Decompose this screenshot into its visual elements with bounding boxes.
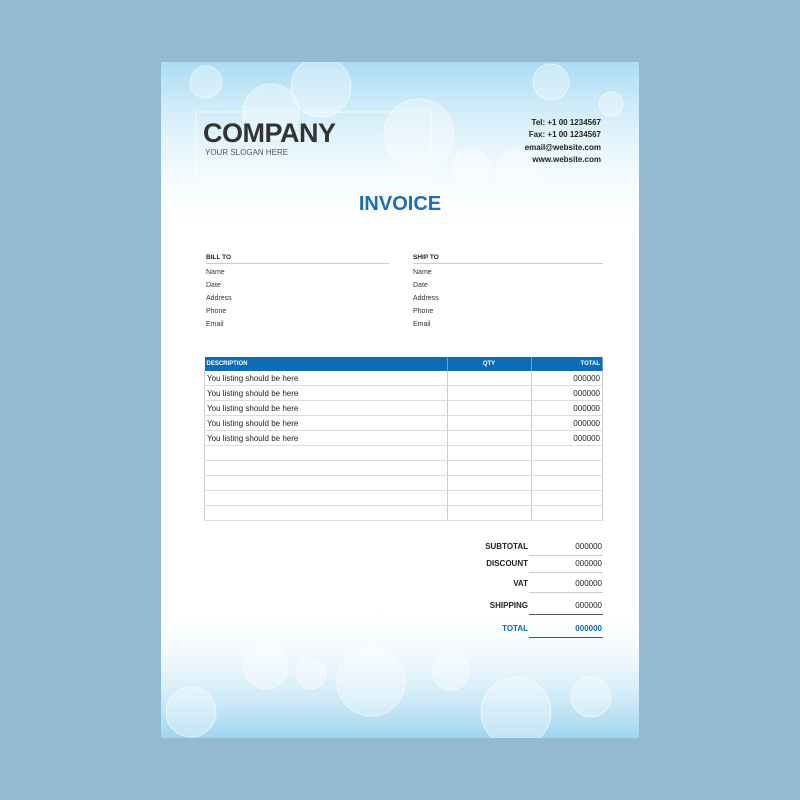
- cell-description: You listing should be here: [204, 415, 448, 431]
- divider: [529, 614, 603, 615]
- totals-value: 000000: [575, 542, 602, 551]
- bokeh-background: [161, 62, 639, 738]
- cell-qty: [447, 490, 532, 506]
- table-row: [204, 475, 603, 491]
- divider: [529, 637, 603, 638]
- cell-qty: [447, 385, 532, 401]
- cell-total: 000000: [531, 385, 603, 401]
- cell-qty: [447, 445, 532, 461]
- cell-description: You listing should be here: [204, 430, 448, 446]
- cell-description: [204, 475, 448, 491]
- table-row: You listing should be here 000000: [204, 415, 603, 431]
- table-row: You listing should be here 000000: [204, 371, 603, 386]
- ship-to-section: SHIP TO Name Date Address Phone Email: [413, 254, 603, 328]
- invoice-title: INVOICE: [358, 193, 442, 215]
- bill-to-name: Name: [206, 269, 225, 276]
- bill-to-email: Email: [206, 321, 224, 328]
- cell-total: 000000: [531, 400, 603, 416]
- ship-to-address: Address: [413, 295, 439, 302]
- divider: [529, 572, 603, 573]
- totals-value: 000000: [575, 601, 602, 610]
- bill-to-date: Date: [206, 282, 221, 289]
- cell-total: [531, 505, 603, 521]
- cell-description: [204, 505, 448, 521]
- totals-label: TOTAL: [502, 624, 528, 633]
- cell-description: [204, 445, 448, 461]
- ship-to-phone: Phone: [413, 308, 434, 315]
- col-qty: QTY: [447, 357, 532, 371]
- cell-qty: [447, 505, 532, 521]
- cell-total: [531, 475, 603, 491]
- table-row: [204, 445, 603, 461]
- cell-total: 000000: [531, 371, 603, 386]
- col-total: TOTAL: [531, 357, 603, 371]
- bill-to-phone: Phone: [206, 308, 227, 315]
- table-row: You listing should be here 000000: [204, 400, 603, 416]
- cell-qty: [447, 415, 532, 431]
- totals-label: DISCOUNT: [486, 559, 528, 568]
- cell-description: You listing should be here: [204, 385, 448, 401]
- table-row: [204, 460, 603, 476]
- table-row: [204, 490, 603, 506]
- bill-to-section: BILL TO Name Date Address Phone Email: [206, 254, 389, 328]
- cell-description: [204, 460, 448, 476]
- cell-total: [531, 490, 603, 506]
- divider: [529, 555, 603, 556]
- cell-description: You listing should be here: [204, 400, 448, 416]
- contact-tel: Tel: +1 00 1234567: [531, 118, 601, 127]
- cell-description: [204, 490, 448, 506]
- company-name: COMPANY: [203, 118, 336, 148]
- col-description: DESCRIPTION: [204, 357, 448, 371]
- contact-website: www.website.com: [532, 155, 601, 164]
- company-slogan: YOUR SLOGAN HERE: [205, 148, 289, 157]
- table-row: You listing should be here 000000: [204, 385, 603, 401]
- cell-qty: [447, 371, 532, 386]
- cell-qty: [447, 460, 532, 476]
- totals-value: 000000: [575, 579, 602, 588]
- cell-total: 000000: [531, 430, 603, 446]
- cell-total: [531, 460, 603, 476]
- cell-total: [531, 445, 603, 461]
- contact-fax: Fax: +1 00 1234567: [528, 130, 601, 139]
- cell-qty: [447, 400, 532, 416]
- line-items-table: DESCRIPTION QTY TOTAL You listing should…: [204, 357, 603, 521]
- totals-label: SHIPPING: [489, 601, 528, 610]
- totals-label: SUBTOTAL: [485, 542, 528, 551]
- table-row: [204, 505, 603, 521]
- bill-to-address: Address: [206, 295, 232, 302]
- ship-to-name: Name: [413, 269, 432, 276]
- contact-email: email@website.com: [524, 143, 601, 152]
- ship-to-heading: SHIP TO: [413, 254, 603, 264]
- totals-value: 000000: [575, 559, 602, 568]
- divider: [529, 592, 603, 593]
- invoice-page: COMPANY YOUR SLOGAN HERE Tel: +1 00 1234…: [161, 62, 639, 738]
- cell-qty: [447, 430, 532, 446]
- ship-to-email: Email: [413, 321, 431, 328]
- cell-qty: [447, 475, 532, 491]
- table-row: You listing should be here 000000: [204, 430, 603, 446]
- ship-to-date: Date: [413, 282, 428, 289]
- cell-description: You listing should be here: [204, 371, 448, 386]
- totals-value: 000000: [575, 624, 602, 633]
- cell-total: 000000: [531, 415, 603, 431]
- totals-label: VAT: [513, 579, 528, 588]
- bill-to-heading: BILL TO: [206, 254, 389, 264]
